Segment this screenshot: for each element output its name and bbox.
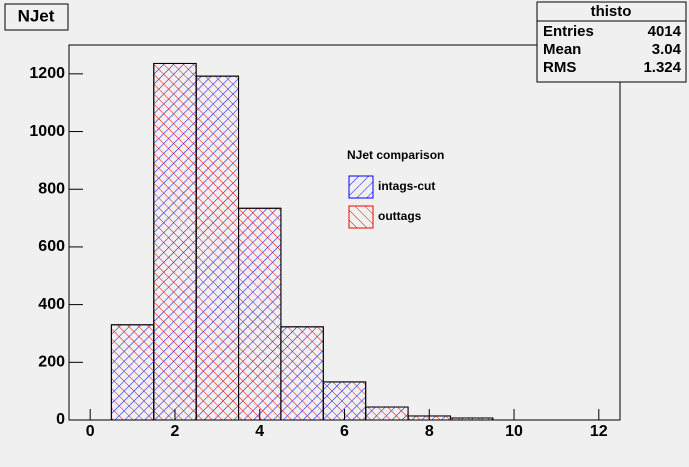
stats-box: [536, 1, 687, 83]
stats-value: 3.04: [652, 41, 682, 58]
y-tick-label: 200: [38, 354, 65, 371]
legend-label: intags-cut: [378, 179, 435, 193]
legend-title: NJet comparison: [347, 148, 444, 162]
stats-value: 1.324: [643, 59, 681, 76]
bar: [238, 207, 282, 421]
legend-swatch: [348, 205, 374, 229]
x-tick-label: 12: [590, 423, 608, 440]
y-tick-label: 600: [38, 238, 65, 255]
bar: [110, 324, 155, 421]
chart-title: NJet: [18, 6, 55, 25]
stats-label: Entries: [543, 23, 594, 40]
bar: [280, 326, 324, 421]
y-tick-label: 1200: [29, 65, 65, 82]
y-tick-label: 0: [56, 411, 65, 428]
stats-label: Mean: [543, 41, 581, 58]
frame-border: [68, 44, 621, 421]
x-tick-label: 8: [425, 423, 434, 440]
y-tick-label: 800: [38, 180, 65, 197]
title-box: [4, 3, 69, 31]
stats-title: thisto: [591, 3, 632, 20]
bar: [153, 62, 197, 421]
x-tick-label: 4: [255, 423, 264, 440]
x-tick-label: 2: [171, 423, 180, 440]
x-tick-label: 10: [505, 423, 523, 440]
stats-label: RMS: [543, 59, 576, 76]
bar: [195, 75, 240, 421]
bar: [365, 406, 409, 421]
stats-value: 4014: [648, 23, 682, 40]
y-tick-label: 400: [38, 296, 65, 313]
legend-swatch: [348, 175, 374, 199]
x-tick-label: 6: [340, 423, 349, 440]
legend-label: outtags: [378, 209, 422, 223]
x-tick-label: 0: [86, 423, 95, 440]
y-tick-label: 1000: [29, 123, 65, 140]
